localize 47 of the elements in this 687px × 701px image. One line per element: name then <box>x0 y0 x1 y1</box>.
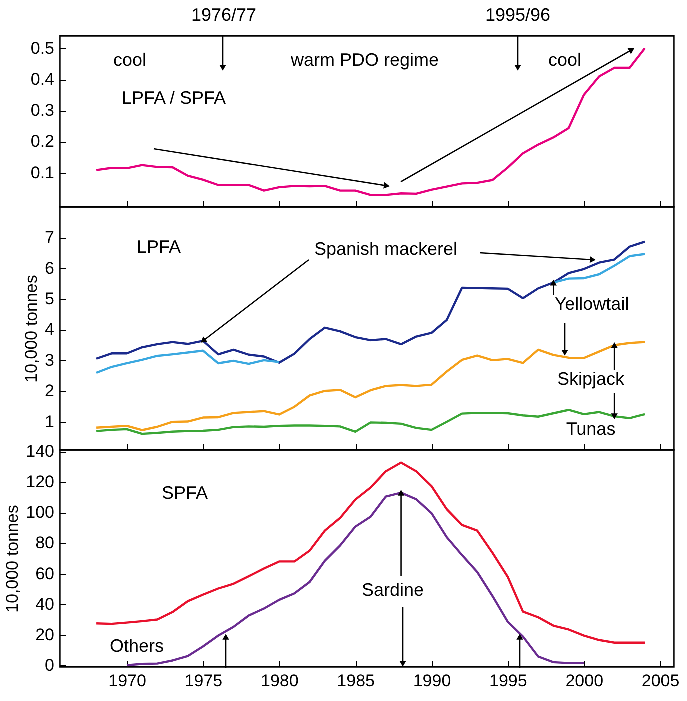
line-series <box>95 240 646 364</box>
x-tick-label: 1970 <box>108 672 146 690</box>
y-tick-label: 120 <box>26 472 54 492</box>
x-tick-label: 1990 <box>413 672 452 690</box>
y-tick-label: 140 <box>26 442 54 462</box>
y-tick-label: 0.1 <box>30 163 54 182</box>
text: 1995/96 <box>485 5 551 25</box>
line-series <box>95 409 646 436</box>
annotation: SPFA <box>162 483 208 503</box>
x-tick-label: 1995 <box>490 672 528 690</box>
y-tick-label: 0.4 <box>30 70 54 90</box>
y-tick-label: 0.5 <box>30 38 54 58</box>
annotation: cool <box>548 50 582 70</box>
y-tick-label: 0 <box>45 656 54 675</box>
x-tick-label: 1980 <box>260 672 299 690</box>
y-tick-label: 7 <box>45 228 54 248</box>
annotation: Yellowtail <box>554 294 630 314</box>
y-tick-label: 40 <box>36 594 54 614</box>
x-tick-label: 1985 <box>337 672 375 690</box>
annotation: Tunas <box>566 419 616 439</box>
y-axis-title: 10,000 tonnes <box>22 275 42 383</box>
y-tick-label: 0.3 <box>30 101 54 120</box>
y-tick-label: 3 <box>45 350 54 370</box>
annotation: LPFA <box>136 237 182 257</box>
annotation: Spanish mackerel <box>314 239 458 259</box>
y-tick-label: 0.2 <box>30 132 54 152</box>
annotation: cool <box>113 50 147 70</box>
line-series <box>95 47 646 196</box>
y-tick-label: 60 <box>36 564 54 584</box>
y-tick-label: 2 <box>45 382 54 401</box>
annotation: warm PDO regime <box>290 50 440 70</box>
y-tick-label: 1 <box>45 412 54 432</box>
text: 1976/77 <box>191 5 257 25</box>
annotation: LPFA / SPFA <box>122 88 226 108</box>
annotation: Others <box>110 636 164 656</box>
annotation: Sardine <box>362 580 424 600</box>
x-tick-label: 1975 <box>184 672 223 690</box>
y-tick-label: 100 <box>26 503 54 522</box>
y-tick-label: 5 <box>45 290 54 309</box>
y-tick-label: 20 <box>36 625 54 644</box>
x-tick-label: 2005 <box>642 672 680 690</box>
y-tick-label: 6 <box>45 258 54 278</box>
x-tick-label: 2000 <box>566 672 604 690</box>
y-tick-label: 80 <box>36 534 54 553</box>
annotation: Skipjack <box>557 369 626 389</box>
y-axis-title: 10,000 tonnes <box>3 505 22 613</box>
y-tick-label: 4 <box>45 320 54 340</box>
